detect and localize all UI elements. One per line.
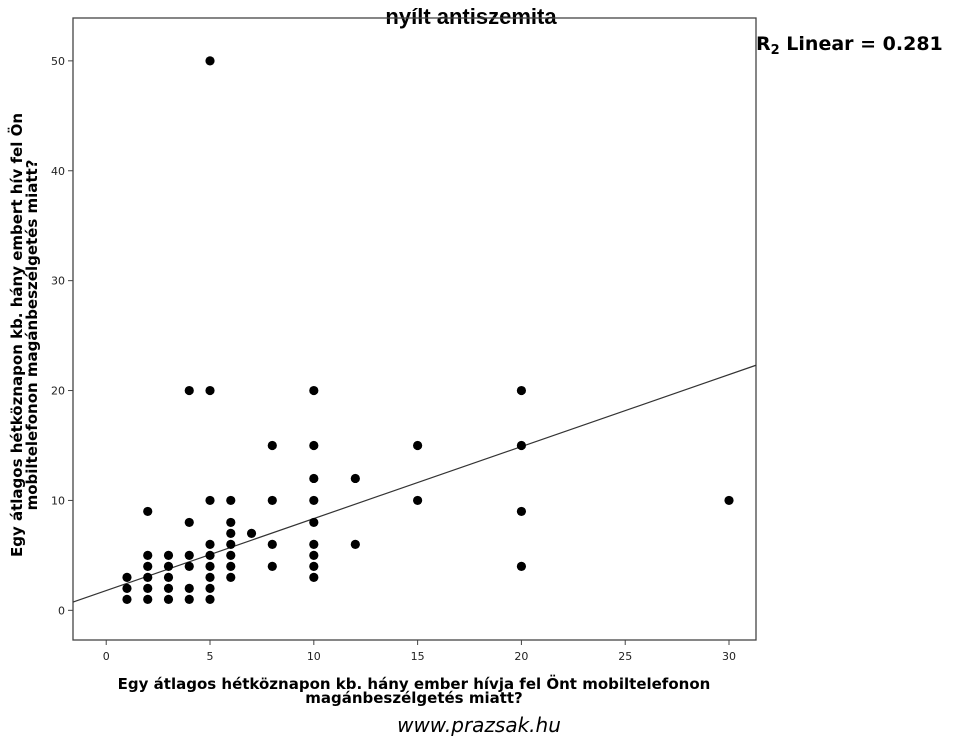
r-squared-value: Linear = 0.281 bbox=[780, 33, 943, 55]
x-tick-label: 25 bbox=[618, 650, 632, 663]
data-point bbox=[267, 440, 277, 451]
data-point bbox=[350, 473, 360, 484]
data-point bbox=[226, 561, 236, 571]
data-point bbox=[205, 495, 215, 506]
data-point bbox=[143, 506, 153, 517]
data-point bbox=[205, 583, 215, 593]
data-point bbox=[309, 539, 319, 549]
data-point bbox=[246, 528, 257, 539]
x-tick-label: 10 bbox=[307, 650, 321, 663]
data-point bbox=[413, 440, 423, 451]
data-point bbox=[309, 550, 319, 560]
data-point bbox=[309, 561, 319, 571]
y-tick-label: 0 bbox=[58, 604, 65, 617]
data-point bbox=[226, 528, 236, 539]
data-point bbox=[184, 583, 194, 593]
data-point bbox=[184, 385, 194, 396]
data-point bbox=[267, 495, 277, 506]
data-point bbox=[309, 385, 319, 396]
y-tick-label: 40 bbox=[51, 165, 65, 178]
data-point bbox=[226, 550, 236, 560]
x-axis-label-line1: Egy átlagos hétköznapon kb. hány ember h… bbox=[118, 674, 711, 693]
data-point bbox=[143, 583, 153, 593]
data-point bbox=[205, 550, 215, 560]
data-point bbox=[184, 594, 194, 604]
data-point bbox=[516, 440, 527, 451]
regression-line bbox=[72, 364, 757, 603]
x-tick-label: 30 bbox=[722, 650, 736, 663]
data-point bbox=[267, 539, 277, 549]
watermark: www.prazsak.hu bbox=[397, 713, 561, 737]
plot-area bbox=[72, 17, 757, 641]
data-point bbox=[122, 594, 132, 604]
data-point bbox=[163, 583, 174, 593]
data-point bbox=[184, 517, 194, 528]
data-point bbox=[122, 583, 132, 593]
data-point bbox=[184, 561, 194, 571]
x-tick-label: 20 bbox=[514, 650, 528, 663]
y-tick-label: 20 bbox=[51, 385, 65, 398]
data-point bbox=[205, 539, 215, 549]
data-point bbox=[143, 594, 153, 604]
y-tick-label: 30 bbox=[51, 275, 65, 288]
data-point bbox=[724, 495, 734, 506]
data-point bbox=[205, 56, 215, 66]
data-point bbox=[205, 594, 215, 604]
data-point bbox=[143, 550, 153, 560]
x-tick-label: 0 bbox=[103, 650, 110, 663]
data-point bbox=[413, 495, 423, 506]
y-axis-label-line2: mobiltelefonon magánbeszélgetés miatt? bbox=[23, 160, 41, 511]
y-axis: 0 10 20 30 40 50 bbox=[51, 55, 73, 617]
data-point bbox=[143, 572, 153, 582]
data-point bbox=[226, 572, 236, 582]
data-point bbox=[309, 473, 319, 484]
data-point bbox=[309, 572, 319, 582]
data-point bbox=[122, 572, 132, 582]
x-tick-label: 15 bbox=[411, 650, 425, 663]
data-point bbox=[226, 539, 236, 549]
data-point bbox=[205, 561, 215, 571]
data-point bbox=[184, 550, 194, 560]
data-point bbox=[226, 495, 236, 506]
data-point bbox=[516, 385, 527, 396]
data-point bbox=[205, 572, 215, 582]
chart-title: nyílt antiszemita bbox=[385, 4, 557, 29]
data-point bbox=[516, 506, 527, 517]
data-point bbox=[309, 495, 319, 506]
data-point bbox=[163, 594, 174, 604]
y-tick-label: 50 bbox=[51, 55, 65, 68]
data-points bbox=[122, 56, 734, 604]
data-point bbox=[226, 517, 236, 528]
data-point bbox=[163, 550, 174, 560]
data-point bbox=[516, 561, 527, 571]
data-point bbox=[205, 385, 215, 396]
data-point bbox=[309, 440, 319, 451]
data-point bbox=[267, 561, 277, 571]
y-tick-label: 10 bbox=[51, 494, 65, 507]
data-point bbox=[350, 539, 360, 549]
x-axis-label-line2: magánbeszélgetés miatt? bbox=[305, 689, 523, 707]
r-squared-subscript: 2 bbox=[771, 43, 780, 58]
x-tick-label: 5 bbox=[207, 650, 214, 663]
data-point bbox=[309, 517, 319, 528]
data-point bbox=[163, 572, 174, 582]
data-point bbox=[163, 561, 174, 571]
r-squared-label: R2 Linear = 0.281 bbox=[756, 33, 943, 58]
x-axis: 0 5 10 15 20 25 30 bbox=[103, 640, 736, 663]
r-squared-r: R bbox=[756, 33, 771, 55]
y-axis-label-line1: Egy átlagos hétköznapon kb. hány embert … bbox=[7, 113, 26, 557]
data-point bbox=[143, 561, 153, 571]
